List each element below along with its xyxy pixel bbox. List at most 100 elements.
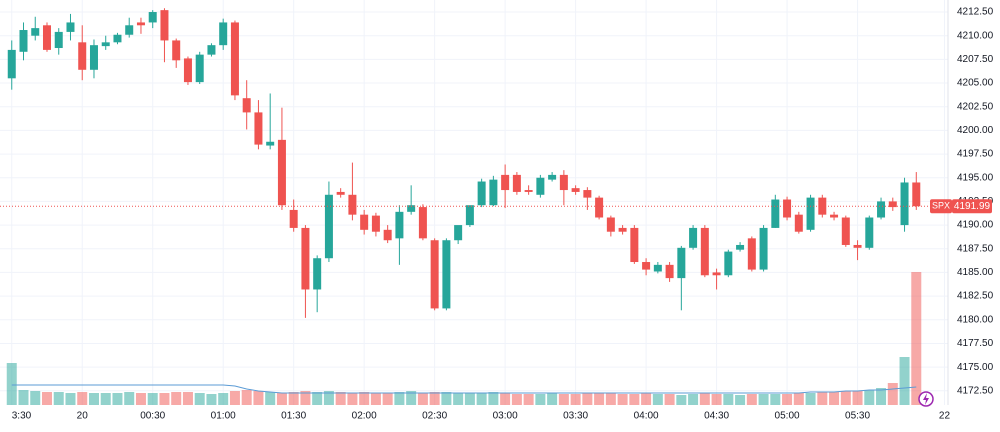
candle-body [712, 272, 721, 276]
volume-bar [652, 394, 663, 405]
volume-bar [594, 393, 605, 405]
candle-body [665, 264, 674, 279]
candle-body [783, 199, 792, 218]
candle-body [383, 229, 392, 241]
candle-body [254, 112, 263, 145]
candle-body [7, 49, 16, 79]
y-tick-label: 4210.00 [957, 30, 994, 41]
y-tick-label: 4200.00 [957, 125, 994, 136]
volume-bar [852, 391, 863, 405]
volume-bar [18, 390, 29, 405]
y-tick-label: 4202.50 [957, 101, 994, 112]
candle-body [442, 240, 451, 309]
candle-body [336, 191, 345, 195]
candle-body [536, 177, 545, 195]
volume-bar [887, 383, 898, 405]
volume-bar [547, 393, 558, 405]
volume-bar [417, 393, 428, 405]
volume-bar [464, 393, 475, 405]
volume-bar [582, 393, 593, 405]
volume-bar [911, 272, 922, 405]
symbol-tag: SPX [932, 201, 950, 211]
candle-body [606, 217, 615, 232]
candle-body [207, 45, 216, 55]
candle-body [348, 194, 357, 215]
y-tick-label: 4195.00 [957, 172, 994, 183]
volume-bar [735, 395, 746, 405]
volume-bar [406, 391, 417, 405]
volume-bar [511, 394, 522, 405]
candle-body [653, 264, 662, 272]
volume-bar [88, 393, 99, 405]
x-tick-label: 05:30 [845, 411, 870, 422]
volume-bar [453, 393, 464, 405]
candle-body [454, 225, 463, 241]
candle-body [512, 174, 521, 192]
volume-bar [77, 392, 88, 405]
axes: 4172.50 4175.00 4177.50 4180.00 4182.50 4185.… [12, 0, 994, 422]
volume-bar [30, 391, 41, 405]
volume-bar [347, 393, 358, 405]
x-tick-label: 03:30 [563, 411, 588, 422]
volume-bar [500, 393, 511, 405]
candle-body [89, 45, 98, 70]
volume-bar [382, 393, 393, 405]
y-tick-label: 4187.50 [957, 243, 994, 254]
volume-bar [488, 392, 499, 405]
volume-bar [876, 388, 887, 405]
candle-body [101, 42, 110, 47]
candle-body [677, 247, 686, 279]
volume-bar [112, 393, 123, 405]
volume-bar [171, 392, 182, 405]
volume-bar [535, 394, 546, 405]
volume-bar [770, 394, 781, 405]
x-tick-label: 01:00 [211, 411, 236, 422]
volume-bar [617, 394, 628, 405]
volume-bar [699, 393, 710, 405]
candle-body [630, 227, 639, 263]
volume-bar [782, 394, 793, 405]
volume-bar [476, 393, 487, 405]
y-tick-label: 4175.00 [957, 362, 994, 373]
volume-bar [688, 394, 699, 405]
candle-body [912, 182, 921, 207]
volume-bar [758, 394, 769, 405]
x-tick-label: 03:00 [493, 411, 518, 422]
volume-bar [53, 392, 64, 405]
candle-body [841, 217, 850, 245]
y-tick-label: 4190.00 [957, 220, 994, 231]
candle-body [183, 58, 192, 83]
y-tick-label: 4172.50 [957, 385, 994, 396]
volume-bar [359, 392, 370, 405]
volume-bar [840, 391, 851, 405]
volume-bar [65, 393, 76, 405]
grid [0, 0, 948, 405]
volume-bar [182, 392, 193, 405]
volume-bar [288, 392, 299, 405]
x-tick-label: 00:30 [140, 411, 165, 422]
candle-body [583, 190, 592, 198]
volume-bar [523, 394, 534, 405]
volume-bar [300, 391, 311, 405]
candle-body [794, 214, 803, 232]
volume-bar [899, 357, 910, 405]
volume-bar [41, 392, 52, 405]
candle-body [31, 28, 40, 36]
candle-body [689, 227, 698, 248]
volume-bar [664, 394, 675, 405]
x-tick-label: 3:30 [12, 411, 32, 422]
candle-body [395, 211, 404, 239]
volume-bar [312, 392, 323, 405]
volume-ma-line [11, 384, 917, 394]
y-tick-label: 4182.50 [957, 291, 994, 302]
volume-bar [570, 394, 581, 405]
candle-body [618, 227, 627, 232]
candle-body [806, 197, 815, 230]
candle-body [865, 217, 874, 248]
volume-bar [159, 393, 170, 405]
candle-body [877, 201, 886, 218]
candle-body [724, 251, 733, 276]
volume-bar [135, 393, 146, 405]
candle-body [465, 205, 474, 226]
volume-bar [723, 394, 734, 405]
